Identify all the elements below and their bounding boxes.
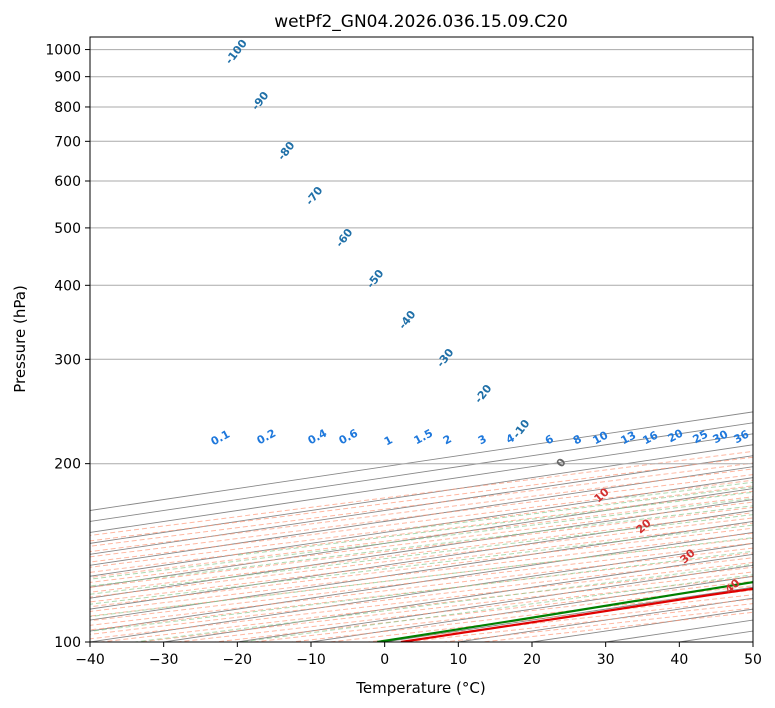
x-tick-label: −40: [75, 652, 105, 668]
x-axis-label: Temperature (°C): [355, 679, 485, 697]
x-axis: −40 −30 −20 −10 0 10 20 30 40 50: [75, 642, 762, 668]
y-tick-label: 600: [54, 174, 81, 190]
chart-title: wetPf2_GN04.2026.036.15.09.C20: [274, 12, 568, 32]
y-tick-label: 800: [54, 100, 81, 116]
x-tick-label: 50: [744, 652, 762, 668]
y-tick-label: 100: [54, 635, 81, 651]
isotherm-line: [90, 510, 753, 610]
x-tick-label: −10: [296, 652, 326, 668]
isotherm-line: [90, 466, 753, 566]
x-tick-label: 20: [523, 652, 541, 668]
y-tick-label: 300: [54, 352, 81, 368]
y-tick-label: 1000: [45, 43, 81, 59]
mixing-ratio-label: 20: [666, 426, 686, 445]
isotherm-line: [90, 444, 753, 544]
plot-frame: [89, 36, 754, 643]
y-tick-label: 200: [54, 457, 81, 473]
x-tick-label: −20: [223, 652, 253, 668]
isotherm-line: [90, 477, 753, 577]
x-tick-label: 0: [380, 652, 389, 668]
x-tick-label: −30: [149, 652, 179, 668]
y-tick-label: 400: [54, 278, 81, 294]
mixing-ratio-label: 13: [619, 429, 639, 448]
y-tick-label: 700: [54, 134, 81, 150]
mixing-ratio-label: 25: [691, 428, 711, 447]
y-tick-label: 900: [54, 70, 81, 86]
x-tick-label: 40: [670, 652, 688, 668]
x-tick-label: 10: [449, 652, 467, 668]
x-tick-label: 30: [597, 652, 615, 668]
y-axis: 100 200 300 400 500 600 700 800 900 1000: [45, 43, 90, 651]
isotherm-line: [90, 455, 753, 555]
mixing-ratio-label: 36: [732, 427, 752, 446]
mixing-ratio-label: 30: [711, 427, 731, 446]
isotherm-line: [90, 531, 753, 632]
mixing-ratio-label: 16: [641, 428, 661, 447]
mixing-ratio-label: 10: [591, 428, 611, 447]
y-axis-label: Pressure (hPa): [11, 285, 29, 393]
y-tick-label: 500: [54, 221, 81, 237]
isobar-lines: [90, 49, 753, 642]
